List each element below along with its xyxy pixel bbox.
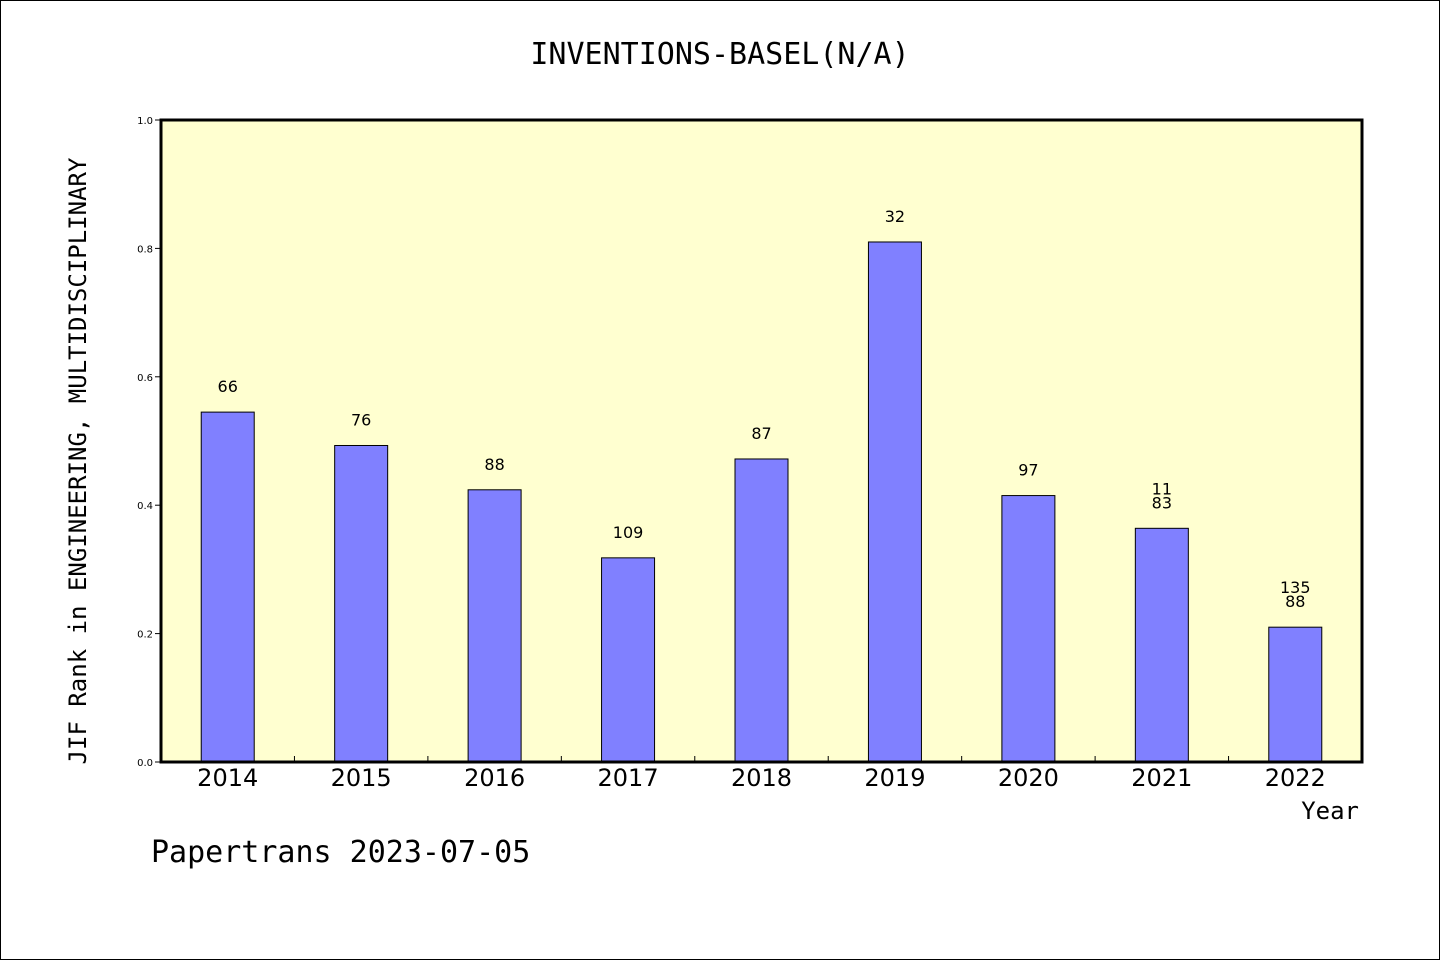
bar-2015 [334, 444, 389, 763]
x-tick-label: 2014 [197, 764, 258, 792]
x-axis-label: Year [1301, 797, 1359, 825]
x-tick-label: 2017 [598, 764, 659, 792]
footer-credit: Papertrans 2023-07-05 [151, 835, 531, 870]
bar-2021 [1134, 527, 1189, 763]
bar-2017 [601, 557, 656, 763]
bar-value-label: 11 [1152, 479, 1172, 498]
bar-2022 [1268, 626, 1323, 763]
bar-2018 [734, 458, 789, 763]
bar-value-label: 32 [885, 207, 905, 226]
plot-border [159, 118, 1364, 764]
bar-value-label: 66 [218, 377, 238, 396]
bar-value-label: 97 [1018, 461, 1038, 480]
bar-value-label: 87 [751, 424, 771, 443]
bar-value-label: 88 [484, 455, 504, 474]
x-tick-label: 2019 [864, 764, 925, 792]
x-tick-label: 2018 [731, 764, 792, 792]
x-tick-label: 2016 [464, 764, 525, 792]
y-tick-label: 0.6 [137, 373, 153, 384]
bar-value-label: 135 [1280, 578, 1311, 597]
bar-value-label: 76 [351, 410, 371, 429]
bar-2016 [467, 489, 522, 763]
y-tick-label: 0.2 [137, 630, 153, 641]
bar-value-label: 88 [1285, 592, 1305, 611]
x-tick-label: 2020 [998, 764, 1059, 792]
x-tick-label: 2021 [1131, 764, 1192, 792]
bar-2019 [867, 241, 922, 763]
bar-value-label: 109 [613, 523, 644, 542]
y-tick-label: 0.8 [137, 244, 153, 255]
y-tick-label: 1.0 [137, 116, 153, 127]
x-tick-label: 2022 [1265, 764, 1326, 792]
y-tick-label: 0.4 [137, 501, 153, 512]
x-tick-label: 2015 [331, 764, 392, 792]
chart-title: INVENTIONS-BASEL(N/A) [530, 37, 910, 72]
bar-2020 [1001, 495, 1056, 763]
y-tick-label: 0.0 [137, 758, 153, 769]
bar-value-label: 83 [1152, 493, 1172, 512]
bar-2014 [200, 411, 255, 763]
